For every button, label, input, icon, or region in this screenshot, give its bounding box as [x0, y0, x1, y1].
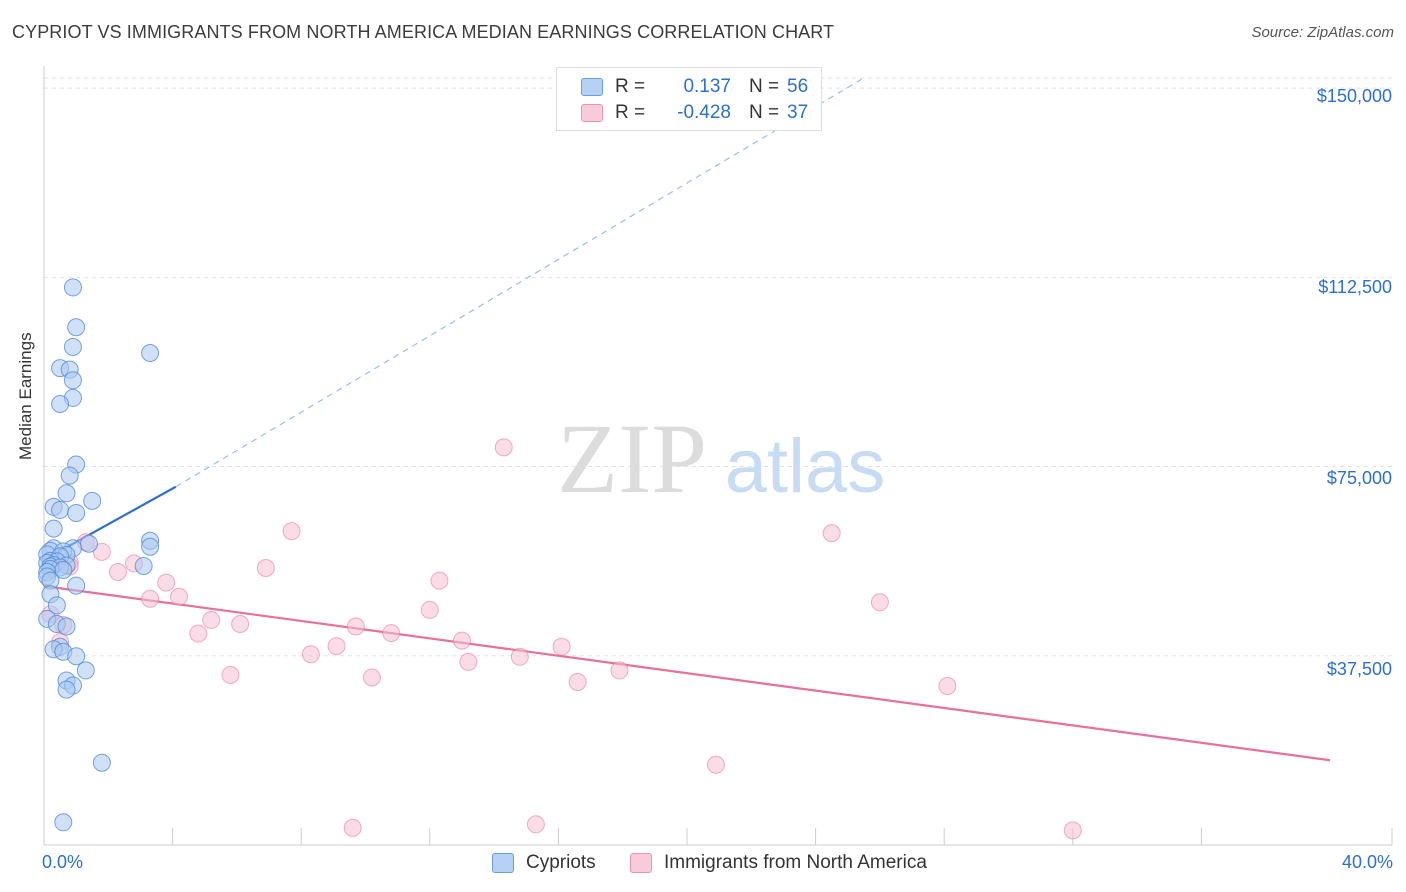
data-point-immigrants	[170, 587, 189, 606]
watermark-zip: ZIP	[557, 403, 707, 514]
legend-swatch-cypriots	[492, 853, 514, 873]
data-point-cypriots	[67, 318, 86, 337]
data-point-cypriots	[57, 484, 76, 503]
y-tick-label: $112,500	[1318, 277, 1392, 297]
data-point-immigrants	[420, 600, 439, 619]
y-tick-label: $75,000	[1326, 468, 1392, 488]
data-point-cypriots	[141, 537, 160, 556]
legend-n-value: 56	[787, 76, 809, 97]
legend-r-label: R =	[615, 102, 646, 123]
legend-swatch-immigrants	[630, 853, 652, 873]
data-point-immigrants	[430, 571, 449, 590]
data-point-cypriots	[47, 596, 66, 615]
data-point-immigrants	[552, 637, 571, 656]
data-point-cypriots	[51, 394, 70, 413]
data-point-immigrants	[301, 645, 320, 664]
legend-swatch-pink	[581, 104, 603, 122]
data-point-immigrants	[459, 652, 478, 671]
legend-n-label: N =	[749, 76, 780, 97]
legend-label-cypriots: Cypriots	[526, 852, 596, 873]
data-point-cypriots	[57, 617, 76, 636]
y-axis-label: Median Earnings	[16, 332, 35, 460]
data-point-immigrants	[568, 673, 587, 692]
data-point-immigrants	[343, 818, 362, 837]
data-point-cypriots	[57, 680, 76, 699]
data-point-immigrants	[706, 755, 725, 774]
legend-row-cypriots: R = 0.137 N = 56	[581, 75, 808, 99]
data-point-immigrants	[822, 524, 841, 543]
data-point-cypriots	[92, 753, 111, 772]
data-point-cypriots	[63, 337, 82, 356]
series-legend: Cypriots Immigrants from North America	[0, 852, 1406, 878]
data-point-immigrants	[494, 438, 513, 457]
axes	[43, 66, 1393, 846]
data-point-cypriots	[44, 519, 63, 538]
x-tick-label-min: 0.0%	[42, 852, 84, 872]
legend-item-immigrants[interactable]: Immigrants from North America	[630, 852, 927, 874]
y-tick-label: $37,500	[1326, 659, 1392, 679]
data-point-cypriots	[67, 503, 86, 522]
series-cypriots-points	[38, 278, 160, 832]
data-point-immigrants	[202, 610, 221, 629]
data-point-cypriots	[51, 500, 70, 519]
data-point-immigrants	[221, 665, 240, 684]
y-tick-label: $150,000	[1316, 86, 1392, 106]
data-point-cypriots	[83, 491, 102, 510]
trend-line-cypriots-extension	[175, 77, 865, 488]
legend-swatch-blue	[581, 78, 603, 96]
data-point-immigrants	[382, 624, 401, 643]
data-point-cypriots	[54, 813, 73, 832]
data-point-immigrants	[189, 624, 208, 643]
data-point-immigrants	[870, 593, 889, 612]
data-point-cypriots	[67, 576, 86, 595]
data-point-cypriots	[141, 344, 160, 363]
correlation-legend: R = 0.137 N = 56 R = -0.428 N = 37	[556, 67, 822, 131]
data-point-immigrants	[108, 563, 127, 582]
data-point-cypriots	[63, 278, 82, 297]
data-point-cypriots	[63, 371, 82, 390]
legend-row-immigrants: R = -0.428 N = 37	[581, 101, 808, 125]
legend-n-label: N =	[749, 102, 780, 123]
watermark: ZIP atlas	[557, 403, 885, 514]
data-point-cypriots	[60, 466, 79, 485]
data-point-immigrants	[157, 573, 176, 592]
data-point-immigrants	[938, 677, 957, 696]
data-point-cypriots	[67, 647, 86, 666]
data-point-immigrants	[526, 815, 545, 834]
legend-r-value: -0.428	[677, 102, 731, 123]
data-point-immigrants	[231, 614, 250, 633]
legend-r-label: R =	[615, 76, 646, 97]
x-tick-label-max: 40.0%	[1341, 852, 1393, 872]
data-point-immigrants	[346, 617, 365, 636]
data-point-immigrants	[510, 647, 529, 666]
legend-label-immigrants: Immigrants from North America	[664, 852, 927, 873]
data-point-immigrants	[362, 668, 381, 687]
data-point-cypriots	[76, 661, 95, 680]
data-point-immigrants	[141, 589, 160, 608]
legend-item-cypriots[interactable]: Cypriots	[492, 852, 596, 874]
source-credit: Source: ZipAtlas.com	[1251, 24, 1394, 41]
trend-line-immigrants	[43, 585, 1331, 762]
data-point-immigrants	[282, 522, 301, 541]
data-point-cypriots	[80, 534, 99, 553]
data-point-immigrants	[256, 558, 275, 577]
data-point-immigrants	[92, 542, 111, 561]
data-point-immigrants	[327, 637, 346, 656]
data-point-immigrants	[452, 631, 471, 650]
data-point-immigrants	[610, 661, 629, 680]
data-point-immigrants	[1063, 821, 1082, 840]
chart-title: CYPRIOT VS IMMIGRANTS FROM NORTH AMERICA…	[12, 22, 835, 42]
watermark-atlas: atlas	[725, 424, 886, 509]
legend-r-value: 0.137	[683, 76, 731, 97]
legend-n-value: 37	[787, 102, 809, 123]
data-point-cypriots	[134, 556, 153, 575]
